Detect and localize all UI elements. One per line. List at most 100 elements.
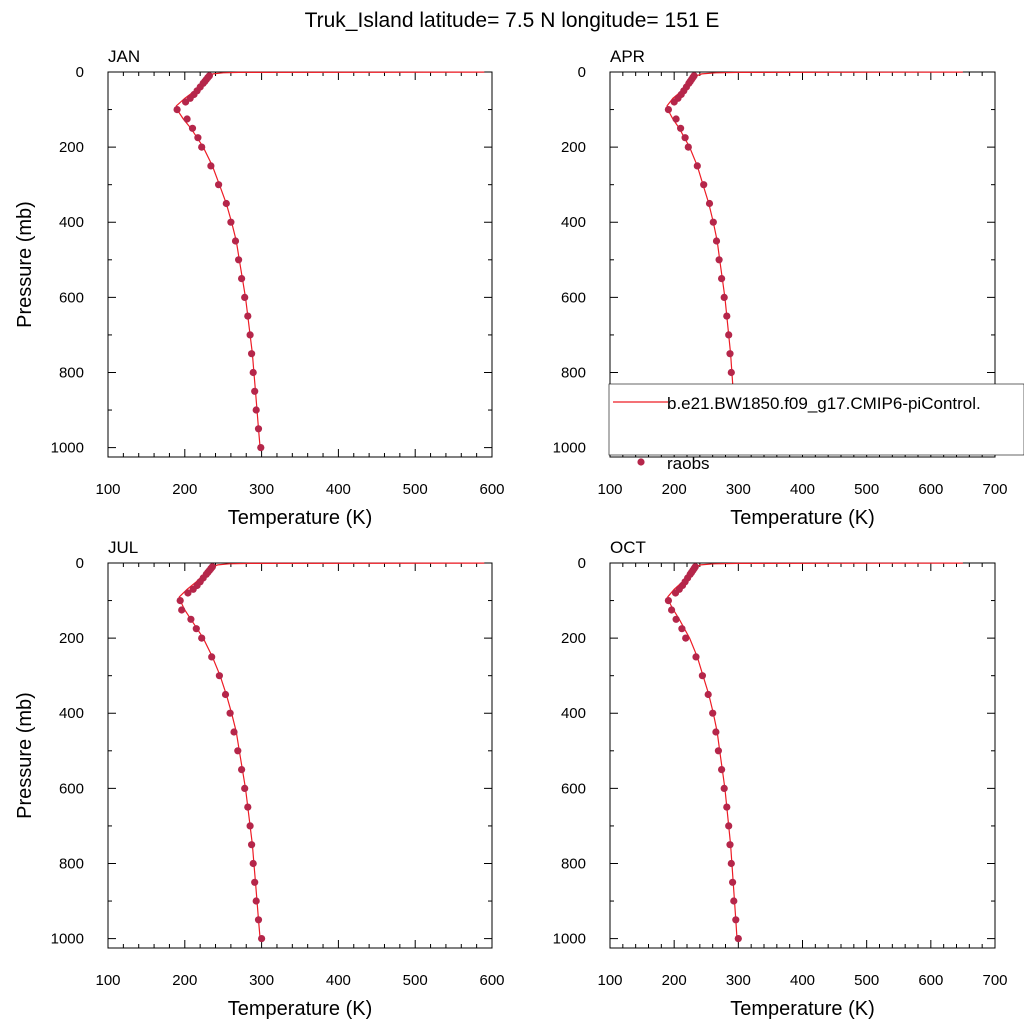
raobs-point xyxy=(664,597,673,605)
figure-title: Truk_Island latitude= 7.5 N longitude= 1… xyxy=(305,9,720,32)
raobs-point xyxy=(727,859,735,868)
raobs-point xyxy=(693,162,701,170)
raobs-point xyxy=(192,625,200,633)
y-tick-label: 0 xyxy=(578,555,586,572)
raobs-point xyxy=(208,653,216,661)
x-axis-label: Temperature (K) xyxy=(730,507,875,529)
y-tick-label: 800 xyxy=(59,855,84,872)
raobs-point xyxy=(244,312,252,320)
raobs-point xyxy=(709,218,717,226)
y-tick-label: 400 xyxy=(59,705,84,722)
raobs-point xyxy=(178,606,186,614)
x-tick-label: 300 xyxy=(249,481,274,498)
panel-label: APR xyxy=(610,47,645,66)
raobs-point xyxy=(725,822,733,830)
raobs-point xyxy=(241,784,249,793)
raobs-point xyxy=(244,803,252,811)
raobs-point xyxy=(732,916,740,924)
x-tick-label: 400 xyxy=(790,972,815,989)
raobs-point xyxy=(226,709,234,717)
raobs-point xyxy=(723,803,731,811)
raobs-point xyxy=(712,728,720,736)
raobs-point xyxy=(254,916,263,924)
raobs-point xyxy=(238,275,246,283)
x-axis-label: Temperature (K) xyxy=(730,998,875,1020)
raobs-point xyxy=(682,634,690,642)
raobs-point xyxy=(254,425,263,433)
legend: b.e21.BW1850.f09_g17.CMIP6-piControl. ra… xyxy=(608,383,1024,473)
raobs-point xyxy=(698,672,707,680)
x-tick-label: 300 xyxy=(726,972,751,989)
x-tick-label: 200 xyxy=(172,481,197,498)
y-tick-label: 1000 xyxy=(51,440,84,457)
panel-label: OCT xyxy=(610,538,646,557)
raobs-point xyxy=(234,747,242,755)
raobs-point xyxy=(182,98,190,106)
raobs-point xyxy=(251,878,259,886)
legend-raobs-label: raobs xyxy=(667,454,710,473)
raobs-point xyxy=(251,387,259,395)
y-tick-label: 200 xyxy=(59,630,84,647)
panel-label: JAN xyxy=(108,47,140,66)
raobs-point xyxy=(720,784,728,793)
raobs-point xyxy=(198,143,206,151)
y-tick-label: 200 xyxy=(561,139,586,156)
raobs-point xyxy=(725,331,733,339)
raobs-point xyxy=(671,589,680,597)
raobs-point xyxy=(215,672,223,680)
y-tick-label: 0 xyxy=(578,64,586,81)
raobs-point xyxy=(672,115,680,123)
y-tick-label: 1000 xyxy=(553,931,586,948)
panel-jan: JAN 100 200 300 400 500 600 0 200 400 600 800 1000 Te… xyxy=(14,47,505,529)
y-tick-label: 1000 xyxy=(51,931,84,948)
legend-raobs-swatch xyxy=(637,458,645,466)
raobs-point xyxy=(723,312,731,320)
x-tick-label: 700 xyxy=(982,972,1007,989)
x-axis-label: Temperature (K) xyxy=(228,998,373,1020)
x-tick-label: 500 xyxy=(403,481,428,498)
raobs-point xyxy=(714,747,723,755)
raobs-point xyxy=(715,256,723,264)
panel-jul: JUL 100 200 300 400 500 600 0 200 400 600 800 1000 Te… xyxy=(14,538,505,1020)
x-tick-label: 300 xyxy=(726,481,751,498)
raobs-point xyxy=(249,368,257,377)
x-tick-label: 200 xyxy=(662,972,687,989)
raobs-point xyxy=(231,237,240,245)
raobs-point xyxy=(252,897,260,905)
raobs-point xyxy=(668,606,676,614)
raobs-point xyxy=(726,841,734,849)
raobs-point xyxy=(173,106,181,114)
x-tick-label: 200 xyxy=(662,481,687,498)
y-axis-label: Pressure (mb) xyxy=(14,692,36,819)
raobs-point xyxy=(664,106,673,114)
raobs-point xyxy=(712,237,721,245)
raobs-point xyxy=(235,256,243,264)
raobs-point xyxy=(207,162,215,170)
raobs-point xyxy=(230,728,238,736)
raobs-point xyxy=(248,350,256,358)
raobs-point xyxy=(720,293,728,301)
y-tick-label: 800 xyxy=(561,855,586,872)
raobs-point xyxy=(726,350,734,358)
raobs-point xyxy=(678,625,686,633)
y-axis-label: Pressure (mb) xyxy=(14,201,36,328)
y-tick-label: 0 xyxy=(76,64,84,81)
raobs-point xyxy=(215,181,223,189)
raobs-point xyxy=(222,199,230,208)
raobs-point xyxy=(184,589,192,597)
raobs-point xyxy=(672,615,680,623)
y-tick-label: 600 xyxy=(561,780,586,797)
x-tick-label: 600 xyxy=(479,972,504,989)
raobs-point xyxy=(227,218,235,226)
raobs-point xyxy=(734,935,742,943)
y-tick-label: 1000 xyxy=(553,440,586,457)
raobs-point xyxy=(704,690,712,699)
y-tick-label: 400 xyxy=(59,214,84,231)
raobs-point xyxy=(709,709,717,717)
raobs-point xyxy=(727,368,735,377)
plot-data xyxy=(664,562,963,943)
raobs-point xyxy=(241,293,249,301)
x-tick-label: 600 xyxy=(918,481,943,498)
